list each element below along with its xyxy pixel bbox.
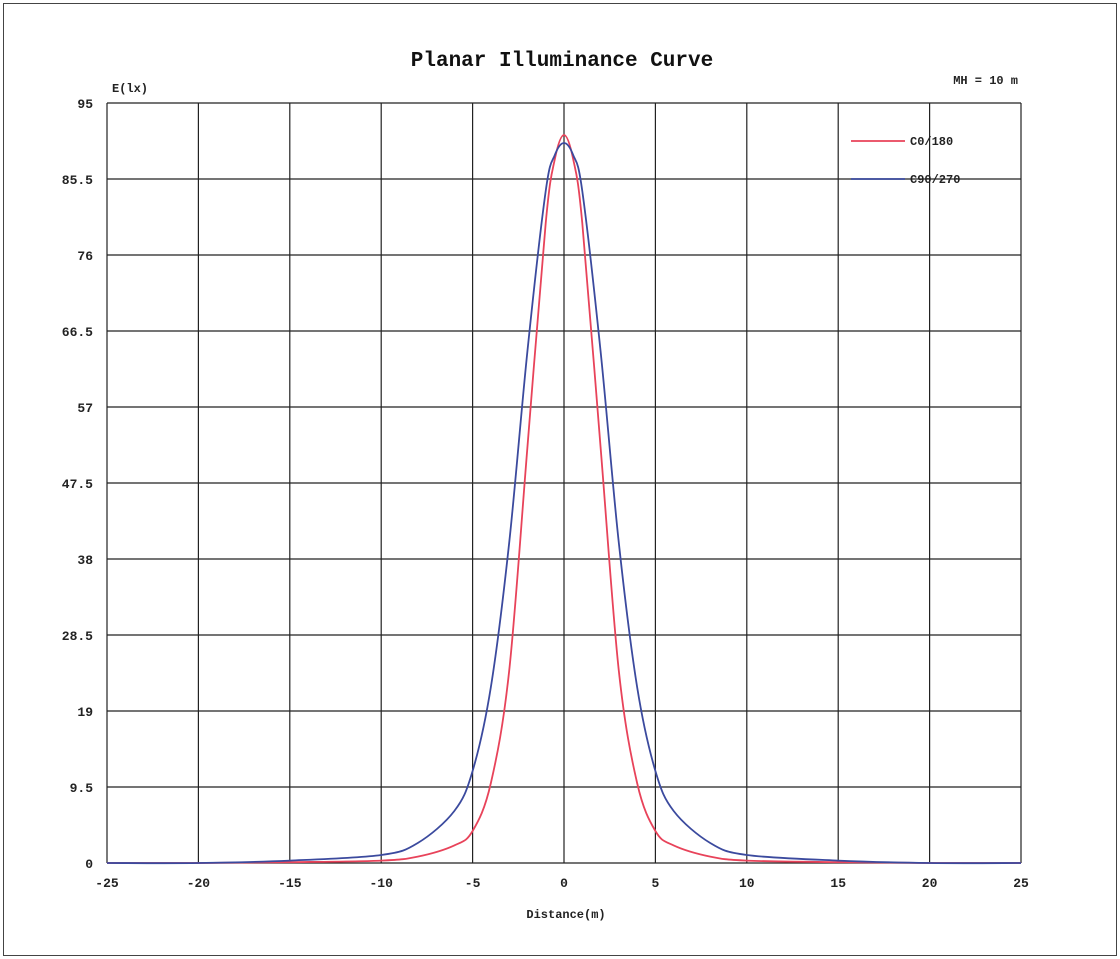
x-tick-label: 0 <box>560 876 568 891</box>
y-tick-labels: 0 9.5 19 28.5 38 47.5 57 66.5 76 85.5 95 <box>62 97 93 872</box>
x-tick-label: 5 <box>651 876 659 891</box>
x-tick-label: -15 <box>278 876 302 891</box>
x-tick-label: -20 <box>187 876 211 891</box>
y-axis-label: E(lx) <box>112 82 148 96</box>
grid <box>106 102 1022 864</box>
y-tick-label: 38 <box>77 553 93 568</box>
x-axis-label: Distance(m) <box>526 908 605 922</box>
y-tick-label: 28.5 <box>62 629 93 644</box>
x-tick-label: -10 <box>369 876 393 891</box>
x-tick-label: -5 <box>465 876 481 891</box>
y-tick-label: 85.5 <box>62 173 93 188</box>
series-line-c0-180 <box>106 134 1022 864</box>
legend: C0/180 C90/270 <box>851 135 960 187</box>
x-tick-label: -25 <box>95 876 119 891</box>
y-tick-label: 47.5 <box>62 477 93 492</box>
mounting-height-annotation: MH = 10 m <box>953 74 1018 88</box>
y-tick-label: 57 <box>77 401 93 416</box>
chart-frame <box>3 3 1117 956</box>
x-tick-labels: -25 -20 -15 -10 -5 0 5 10 15 20 25 <box>95 876 1029 891</box>
y-tick-label: 95 <box>77 97 93 112</box>
legend-label: C90/270 <box>910 173 960 187</box>
series-line-c90-270 <box>106 142 1022 865</box>
y-tick-label: 19 <box>77 705 93 720</box>
x-tick-label: 20 <box>922 876 938 891</box>
series-lines <box>106 134 1022 865</box>
y-tick-label: 76 <box>77 249 93 264</box>
chart-title: Planar Illuminance Curve <box>411 50 713 73</box>
x-tick-label: 10 <box>739 876 755 891</box>
x-tick-label: 15 <box>830 876 846 891</box>
y-tick-label: 0 <box>85 857 93 872</box>
y-tick-label: 9.5 <box>70 781 94 796</box>
y-tick-label: 66.5 <box>62 325 93 340</box>
x-tick-label: 25 <box>1013 876 1029 891</box>
legend-label: C0/180 <box>910 135 953 149</box>
